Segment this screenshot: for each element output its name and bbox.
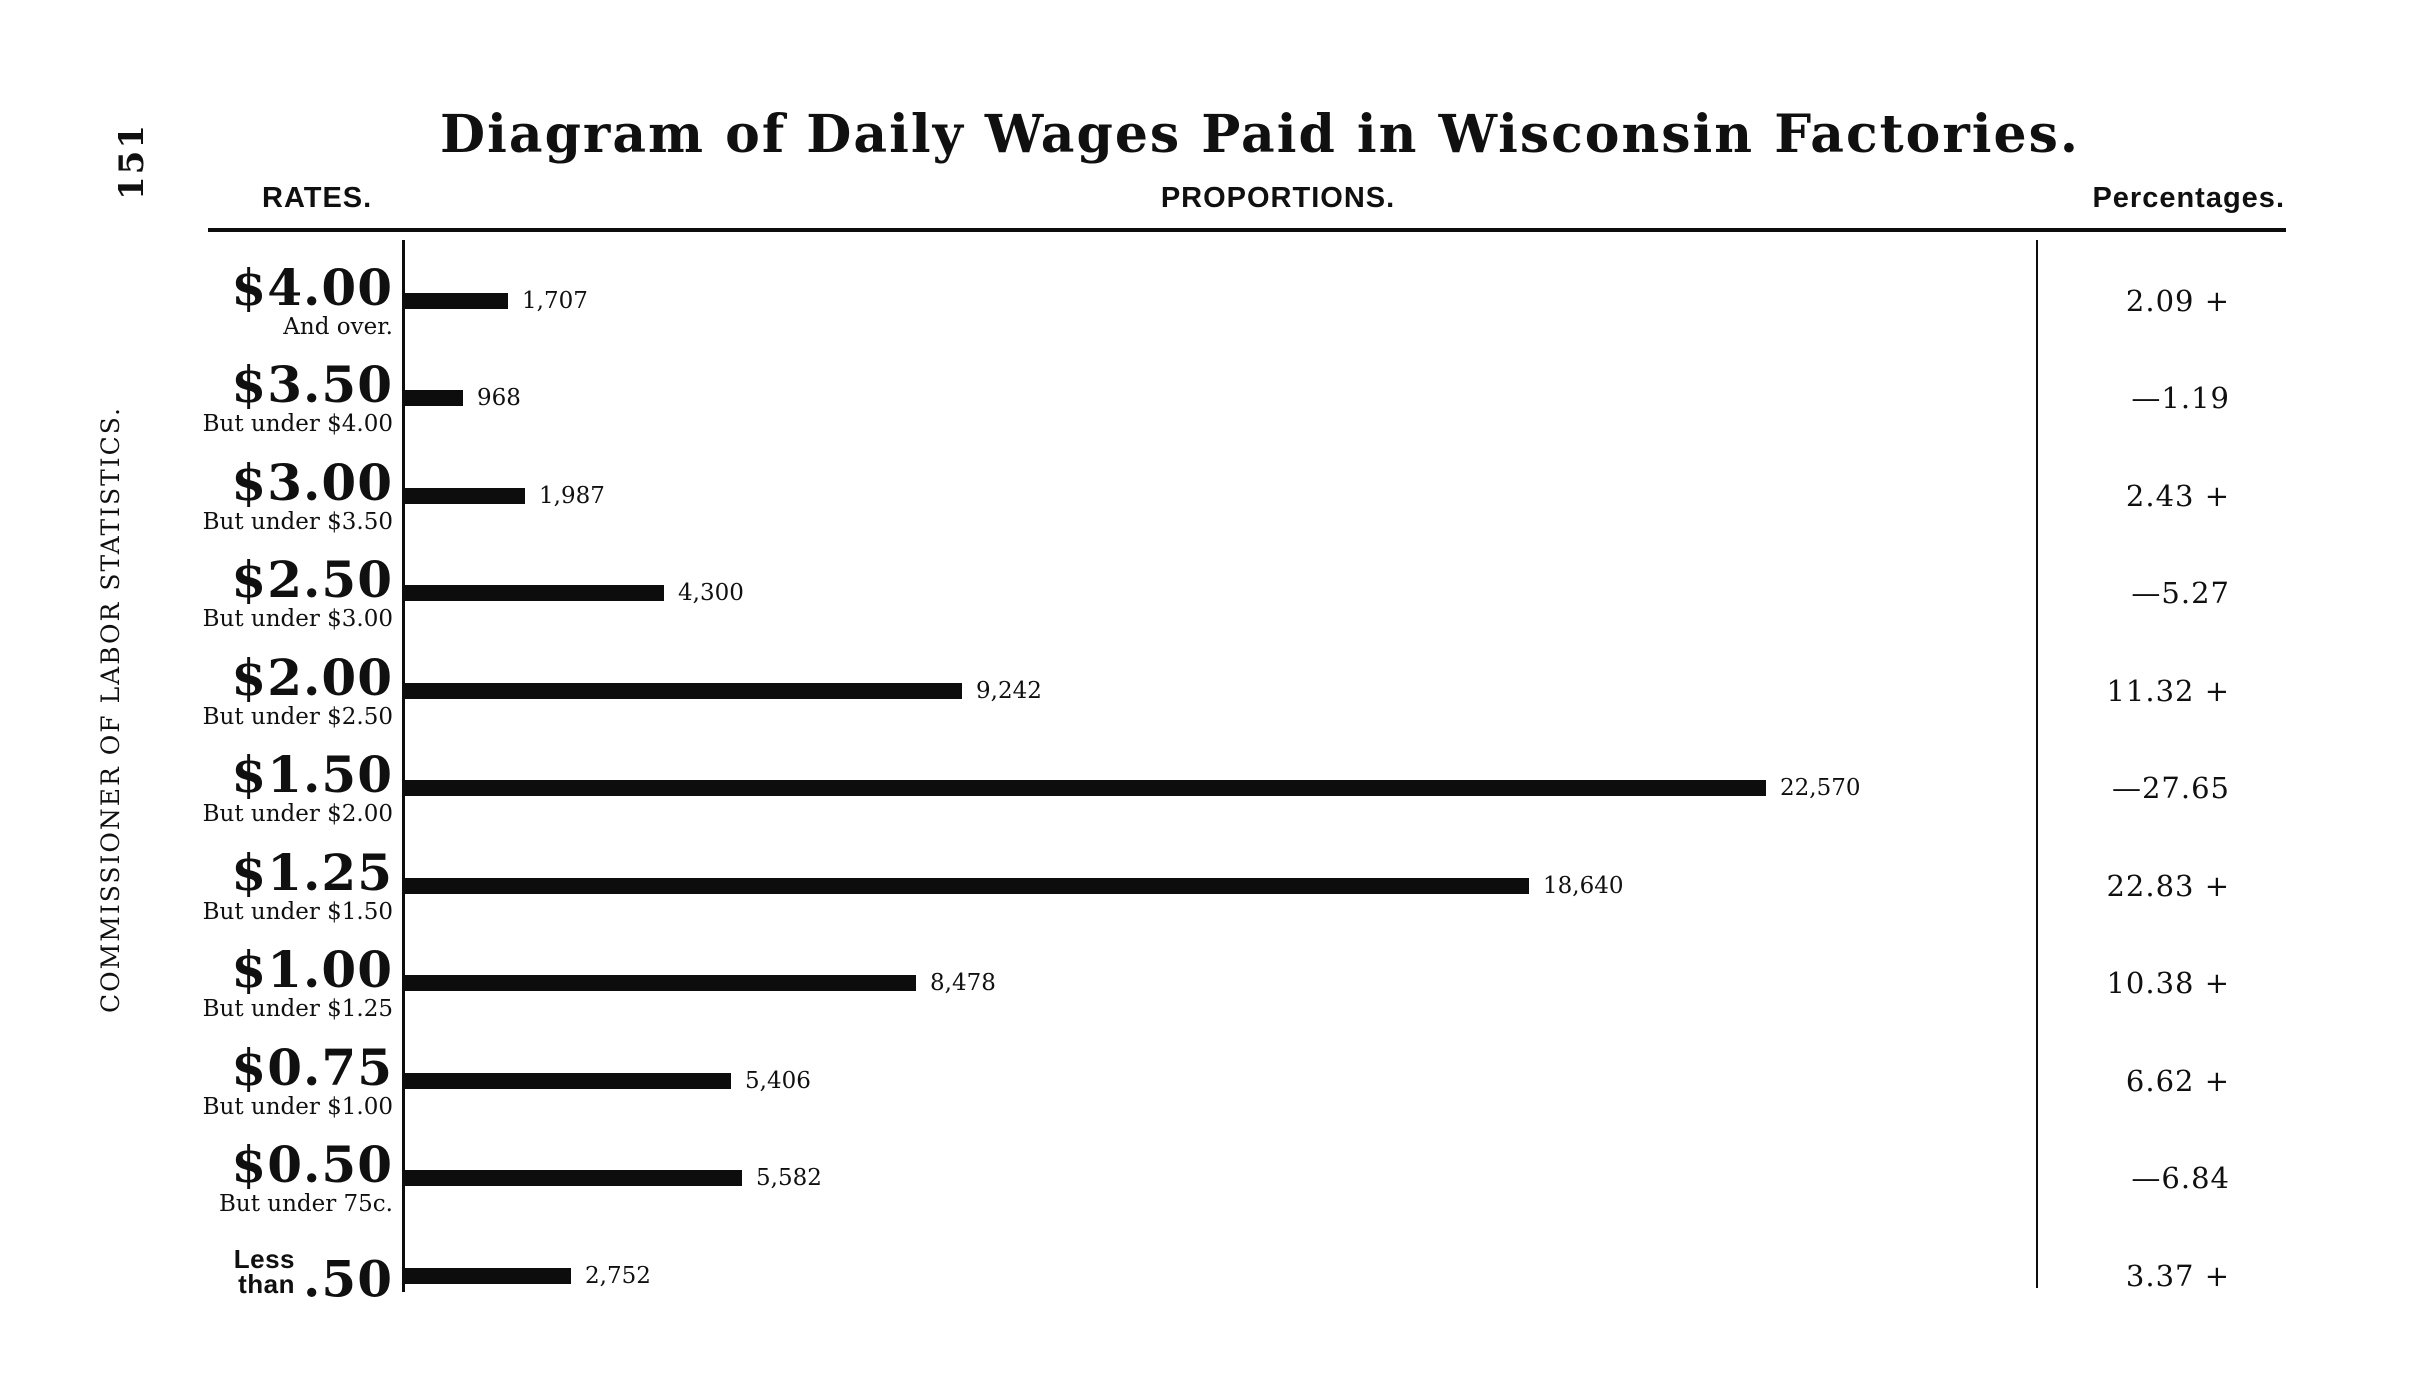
rate-label: $1.50 (231, 745, 393, 805)
bar-value: 968 (477, 385, 521, 412)
rate-sublabel: But under $1.50 (202, 898, 393, 925)
chart-row: $2.00 But under $2.50 9,242 11.32 + (0, 642, 2412, 740)
rate-label: $0.50 (231, 1135, 393, 1195)
wage-bar (405, 1170, 742, 1187)
rate-block: Less than .50 (0, 1243, 403, 1305)
percentage-value: —1.19 (2131, 381, 2230, 416)
rate-label: $3.00 (231, 452, 393, 512)
rate-sublabel: But under $1.25 (202, 996, 393, 1023)
chart-row: $3.50 But under $4.00 968 —1.19 (0, 350, 2412, 448)
percentage-value: 2.43 + (2125, 478, 2230, 513)
bar-value: 5,582 (756, 1165, 822, 1192)
percentages-divider-line (2036, 240, 2038, 1288)
wage-bar (405, 682, 962, 699)
rate-block: $4.00 And over. (0, 262, 403, 340)
rate-label: $1.25 (231, 842, 393, 902)
wage-bar (405, 292, 508, 309)
rate-label: $3.50 (231, 355, 393, 415)
rate-block: $0.75 But under $1.00 (0, 1042, 403, 1120)
bar-value: 8,478 (930, 970, 996, 997)
bar-value: 18,640 (1543, 872, 1624, 899)
rate-block: $1.50 But under $2.00 (0, 750, 403, 828)
wage-bar (405, 780, 1766, 797)
chart-row: $2.50 But under $3.00 4,300 —5.27 (0, 545, 2412, 643)
header-rule (208, 228, 2286, 232)
rate-block: $1.25 But under $1.50 (0, 847, 403, 925)
wage-bar (405, 390, 463, 407)
percentage-value: 2.09 + (2125, 283, 2230, 318)
rate-block: $2.00 But under $2.50 (0, 652, 403, 730)
rate-label: $4.00 (231, 257, 393, 317)
rate-label: $0.75 (231, 1037, 393, 1097)
wage-bar (405, 1072, 731, 1089)
column-header-rates: RATES. (262, 182, 373, 214)
column-header-proportions: PROPORTIONS. (1160, 182, 1396, 214)
chart-row: Less than .50 2,752 3.37 + (0, 1227, 2412, 1325)
wage-bar (405, 585, 664, 602)
percentage-value: 10.38 + (2106, 966, 2230, 1001)
rate-block: $1.00 But under $1.25 (0, 945, 403, 1023)
rate-block: $3.50 But under $4.00 (0, 360, 403, 438)
bar-baseline-axis (402, 240, 405, 1292)
rate-block: $0.50 But under 75c. (0, 1140, 403, 1218)
chart-row: $0.50 But under 75c. 5,582 —6.84 (0, 1130, 2412, 1228)
rate-label: $2.00 (231, 647, 393, 707)
bar-value: 1,707 (522, 287, 588, 314)
percentage-value: —6.84 (2131, 1161, 2230, 1196)
wage-bar (405, 975, 916, 992)
rate-prefix: Less than (233, 1243, 295, 1299)
chart-rows: $4.00 And over. 1,707 2.09 + $3.50 But u… (0, 252, 2412, 1325)
rate-sublabel: But under 75c. (219, 1191, 393, 1218)
bar-value: 4,300 (678, 580, 744, 607)
rate-sublabel: But under $3.50 (202, 508, 393, 535)
chart-row: $1.00 But under $1.25 8,478 10.38 + (0, 935, 2412, 1033)
percentage-value: 22.83 + (2106, 868, 2230, 903)
rate-sublabel: And over. (283, 313, 393, 340)
chart-row: $3.00 But under $3.50 1,987 2.43 + (0, 447, 2412, 545)
chart-row: $4.00 And over. 1,707 2.09 + (0, 252, 2412, 350)
bar-value: 1,987 (539, 482, 605, 509)
wage-bar (405, 1267, 571, 1284)
page-number: 151 (112, 123, 152, 200)
wage-bar (405, 487, 525, 504)
chart-title: Diagram of Daily Wages Paid in Wisconsin… (440, 104, 2080, 165)
bar-value: 2,752 (585, 1262, 651, 1289)
chart-row: $1.25 But under $1.50 18,640 22.83 + (0, 837, 2412, 935)
wage-bar (405, 877, 1529, 894)
percentage-value: 3.37 + (2125, 1258, 2230, 1293)
column-header-percentages: Percentages. (2092, 182, 2285, 214)
rate-sublabel: But under $1.00 (202, 1093, 393, 1120)
bar-value: 9,242 (976, 677, 1042, 704)
rate-label: .50 (303, 1249, 393, 1309)
rate-block: $2.50 But under $3.00 (0, 555, 403, 633)
chart-row: $1.50 But under $2.00 22,570 —27.65 (0, 740, 2412, 838)
rate-sublabel: But under $2.00 (202, 801, 393, 828)
percentage-value: —5.27 (2131, 576, 2230, 611)
bar-value: 5,406 (745, 1067, 811, 1094)
rate-block: $3.00 But under $3.50 (0, 457, 403, 535)
percentage-value: 11.32 + (2106, 673, 2230, 708)
rate-sublabel: But under $3.00 (202, 606, 393, 633)
percentage-value: —27.65 (2111, 771, 2230, 806)
bar-value: 22,570 (1780, 775, 1861, 802)
rate-label: $2.50 (231, 550, 393, 610)
rate-label: $1.00 (231, 940, 393, 1000)
rate-sublabel: But under $4.00 (202, 411, 393, 438)
percentage-value: 6.62 + (2125, 1063, 2230, 1098)
rate-sublabel: But under $2.50 (202, 703, 393, 730)
chart-row: $0.75 But under $1.00 5,406 6.62 + (0, 1032, 2412, 1130)
